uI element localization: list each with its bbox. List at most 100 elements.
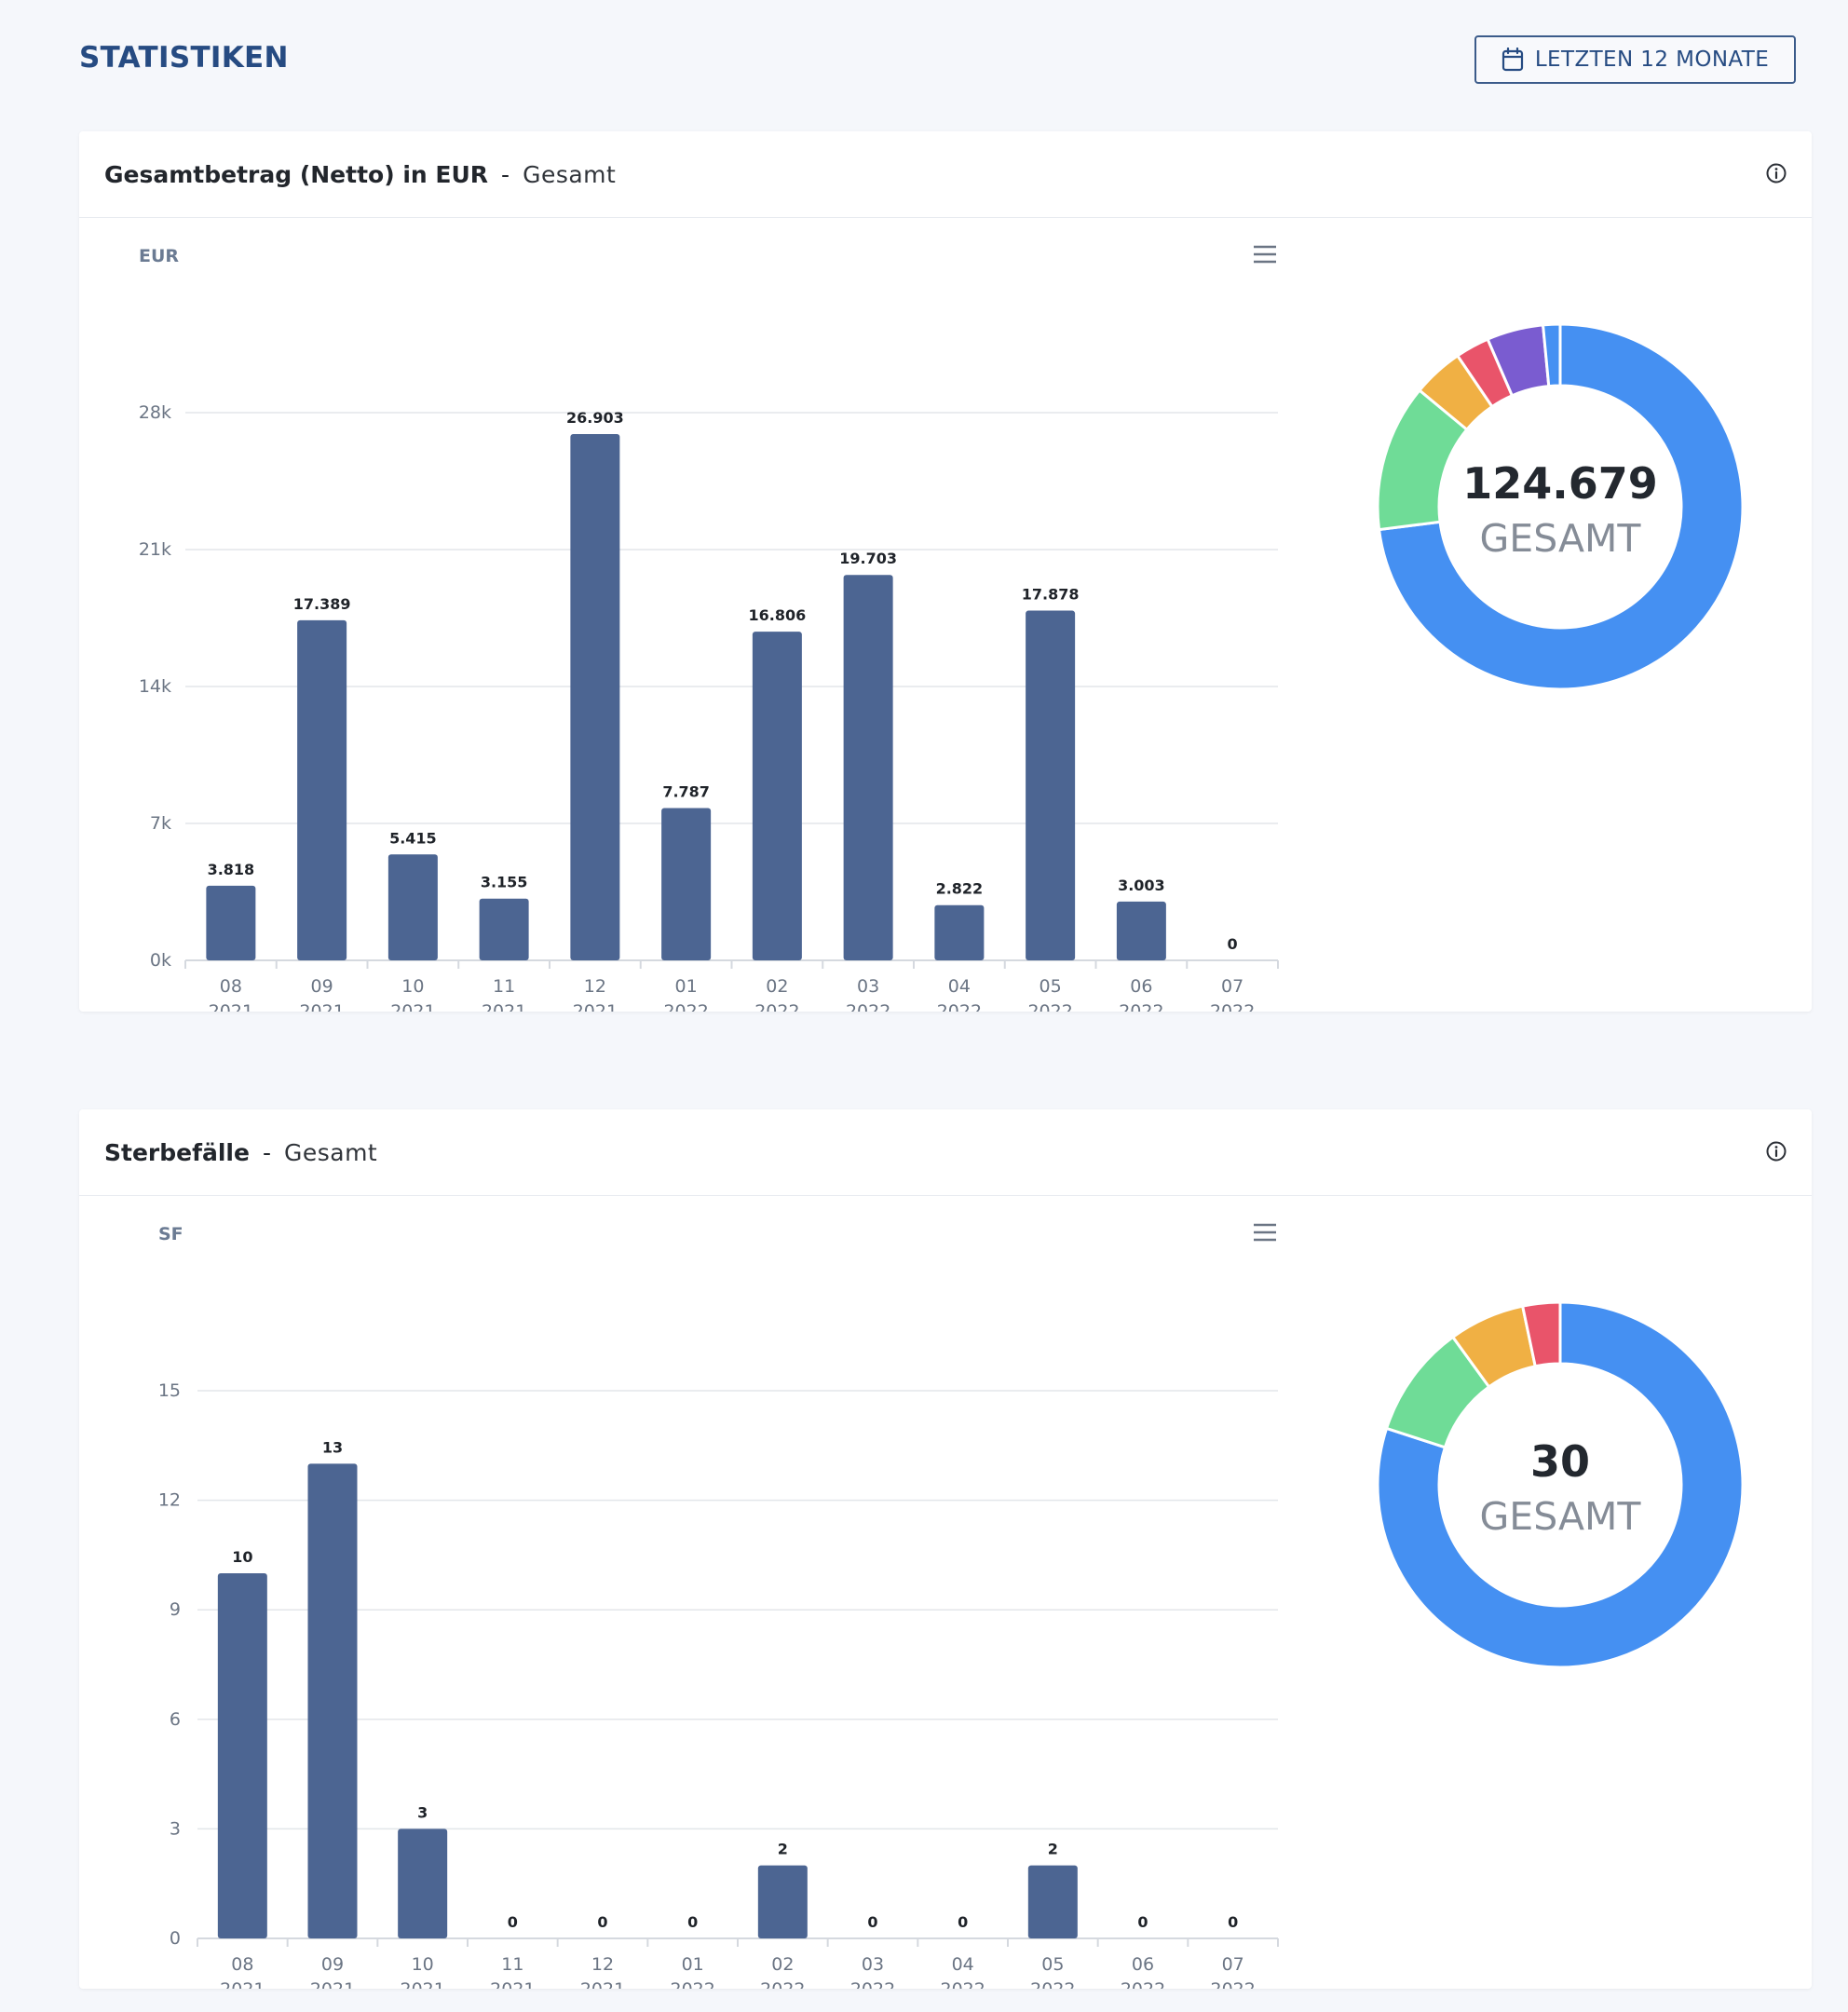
y-tick-label: 3: [170, 1818, 181, 1839]
card-title: Gesamtbetrag (Netto) in EUR: [104, 160, 489, 188]
page-title: STATISTIKEN: [79, 41, 289, 75]
chart-menu-icon[interactable]: [1252, 1222, 1278, 1243]
x-tick-label-month: 09: [311, 976, 333, 997]
data-label: 2.822: [936, 880, 984, 898]
revenue-bar-chart: 0k 7k 14k 21k 28k 3.818 08 2021 17.389 09 2021 5.41…: [139, 402, 1279, 1012]
x-tick-label-month: 02: [766, 976, 788, 997]
y-axis-unit: EUR: [139, 246, 180, 266]
x-tick-label-month: 08: [220, 976, 242, 997]
data-label: 0: [1228, 935, 1238, 953]
donut-total: 30: [1529, 1436, 1590, 1487]
y-tick-label: 28k: [139, 402, 171, 423]
y-tick-label: 15: [158, 1380, 181, 1401]
x-tick-label-year: 2021: [482, 1001, 526, 1012]
data-label: 0: [867, 1913, 877, 1931]
x-tick-label-month: 01: [675, 976, 698, 997]
data-label: 3.003: [1118, 877, 1165, 894]
x-tick-label-year: 2022: [754, 1001, 799, 1012]
x-tick-label-year: 2022: [760, 1979, 805, 1989]
y-tick-label: 12: [158, 1490, 181, 1511]
bar[interactable]: [570, 434, 620, 960]
card-header: Gesamtbetrag (Netto) in EUR - Gesamt: [79, 131, 1812, 218]
bar[interactable]: [479, 898, 529, 960]
data-label: 0: [1228, 1913, 1238, 1931]
bar[interactable]: [934, 904, 985, 960]
deaths-bar-chart: 0369121510082021130920213102021011202101…: [158, 1380, 1279, 1989]
info-icon[interactable]: [1765, 162, 1787, 184]
revenue-donut-chart: [1376, 322, 1745, 691]
x-tick-label-year: 2021: [299, 1001, 344, 1012]
donut-slice[interactable]: [1541, 322, 1562, 388]
bar[interactable]: [217, 1573, 267, 1938]
donut-label: GESAMT: [1479, 1494, 1641, 1539]
x-tick-label-month: 07: [1221, 976, 1243, 997]
donut-slice[interactable]: [1377, 322, 1745, 691]
donut-slice[interactable]: [1376, 1300, 1745, 1669]
y-tick-label: 0: [170, 1928, 181, 1949]
card-title: Sterbefälle: [104, 1138, 250, 1166]
bar[interactable]: [661, 808, 712, 960]
bar[interactable]: [1026, 610, 1076, 960]
donut-center: 30 GESAMT: [1439, 1436, 1681, 1539]
deaths-donut-chart: [1376, 1300, 1745, 1669]
data-label: 5.415: [389, 829, 437, 847]
data-label: 0: [1137, 1913, 1148, 1931]
x-tick-label-month: 12: [584, 976, 606, 997]
card-subtitle: Gesamt: [523, 160, 617, 188]
x-tick-label-year: 2022: [846, 1001, 890, 1012]
x-tick-label-year: 2022: [937, 1001, 982, 1012]
bar[interactable]: [307, 1463, 358, 1938]
x-tick-label-month: 11: [493, 976, 515, 997]
bar[interactable]: [843, 575, 893, 960]
data-label: 17.878: [1022, 586, 1080, 604]
data-label: 26.903: [566, 409, 624, 427]
y-tick-label: 6: [170, 1709, 181, 1730]
data-label: 7.787: [662, 782, 710, 800]
x-tick-label-year: 2021: [390, 1001, 435, 1012]
data-label: 16.806: [749, 606, 807, 624]
bar[interactable]: [297, 619, 347, 960]
info-icon[interactable]: [1765, 1140, 1787, 1162]
x-tick-label-month: 10: [401, 976, 424, 997]
data-label: 17.389: [293, 595, 351, 613]
bar[interactable]: [1116, 901, 1166, 960]
x-tick-label-month: 02: [771, 1954, 794, 1975]
x-tick-label-month: 07: [1222, 1954, 1244, 1975]
y-axis-unit: SF: [158, 1224, 183, 1244]
data-label: 10: [232, 1548, 252, 1566]
x-tick-label-month: 01: [682, 1954, 704, 1975]
x-tick-label-year: 2022: [1119, 1001, 1163, 1012]
bar[interactable]: [752, 632, 802, 960]
x-tick-label-year: 2022: [850, 1979, 895, 1989]
x-tick-label-year: 2021: [310, 1979, 355, 1989]
x-tick-label-month: 06: [1132, 1954, 1154, 1975]
bar[interactable]: [398, 1828, 448, 1938]
data-label: 3.818: [208, 861, 255, 878]
x-tick-label-month: 11: [501, 1954, 523, 1975]
x-tick-label-year: 2022: [670, 1979, 714, 1989]
x-tick-label-month: 04: [948, 976, 971, 997]
chart-menu-icon[interactable]: [1252, 244, 1278, 265]
bar[interactable]: [1027, 1865, 1078, 1938]
data-label: 3: [417, 1803, 428, 1821]
donut-slice[interactable]: [1520, 1300, 1562, 1368]
x-tick-label-month: 04: [952, 1954, 974, 1975]
bar[interactable]: [757, 1865, 808, 1938]
card-header: Sterbefälle - Gesamt: [79, 1109, 1812, 1196]
x-tick-label-year: 2021: [580, 1979, 625, 1989]
bar[interactable]: [387, 854, 438, 960]
x-tick-label-year: 2021: [490, 1979, 535, 1989]
x-tick-label-month: 06: [1130, 976, 1152, 997]
x-tick-label-year: 2021: [220, 1979, 265, 1989]
data-label: 0: [958, 1913, 968, 1931]
x-tick-label-year: 2022: [1210, 1001, 1255, 1012]
date-range-button[interactable]: LETZTEN 12 MONATE: [1474, 35, 1796, 84]
x-tick-label-month: 09: [321, 1954, 344, 1975]
y-tick-label: 9: [170, 1599, 181, 1620]
x-tick-label-month: 03: [857, 976, 879, 997]
title-separator: -: [262, 1138, 271, 1166]
data-label: 0: [597, 1913, 607, 1931]
bar[interactable]: [206, 885, 256, 960]
x-tick-label-year: 2021: [400, 1979, 444, 1989]
x-tick-label-year: 2022: [1030, 1979, 1075, 1989]
